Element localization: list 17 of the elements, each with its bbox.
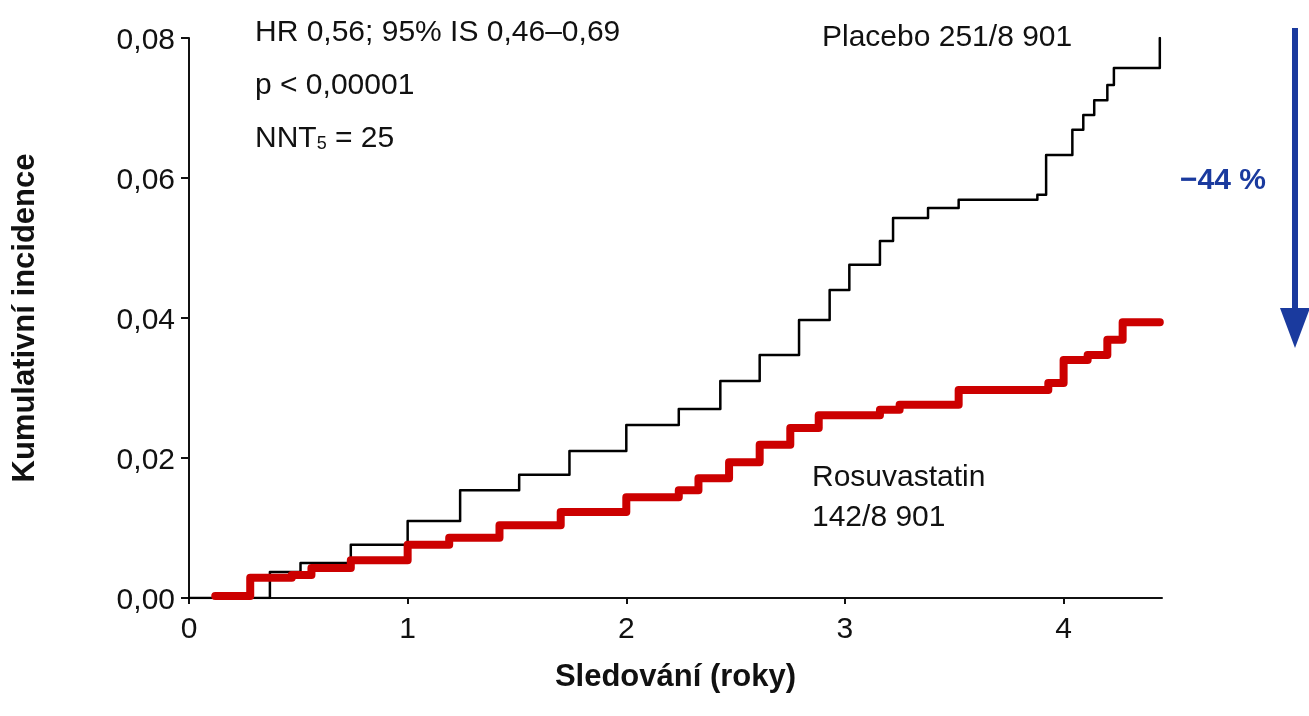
y-tick-label: 0,04 bbox=[116, 301, 175, 335]
y-axis-title: Kumulativní incidence bbox=[6, 153, 41, 483]
x-tick-label: 4 bbox=[1055, 610, 1072, 644]
text: −44 % bbox=[1180, 161, 1266, 195]
x-tick-label: 3 bbox=[836, 610, 854, 644]
x-tick-label: 2 bbox=[617, 610, 635, 644]
x-axis-title: Sledování (roky) bbox=[554, 658, 797, 693]
y-tick-label: 0,02 bbox=[116, 441, 175, 475]
x-tick-label: 1 bbox=[399, 610, 416, 644]
x-tick-label: 0 bbox=[180, 610, 198, 644]
y-tick-label: 0,06 bbox=[116, 161, 175, 195]
series-label: Rosuvastatin 142/8 901 bbox=[812, 458, 986, 532]
annotation: p < 0,00001 bbox=[255, 66, 415, 100]
annotation: HR 0,56; 95% IS 0,46–0,69 bbox=[255, 13, 621, 47]
series-label: Placebo 251/8 901 bbox=[822, 18, 1073, 52]
y-tick-label: 0,08 bbox=[116, 21, 175, 55]
y-tick-label: 0,00 bbox=[116, 581, 175, 615]
